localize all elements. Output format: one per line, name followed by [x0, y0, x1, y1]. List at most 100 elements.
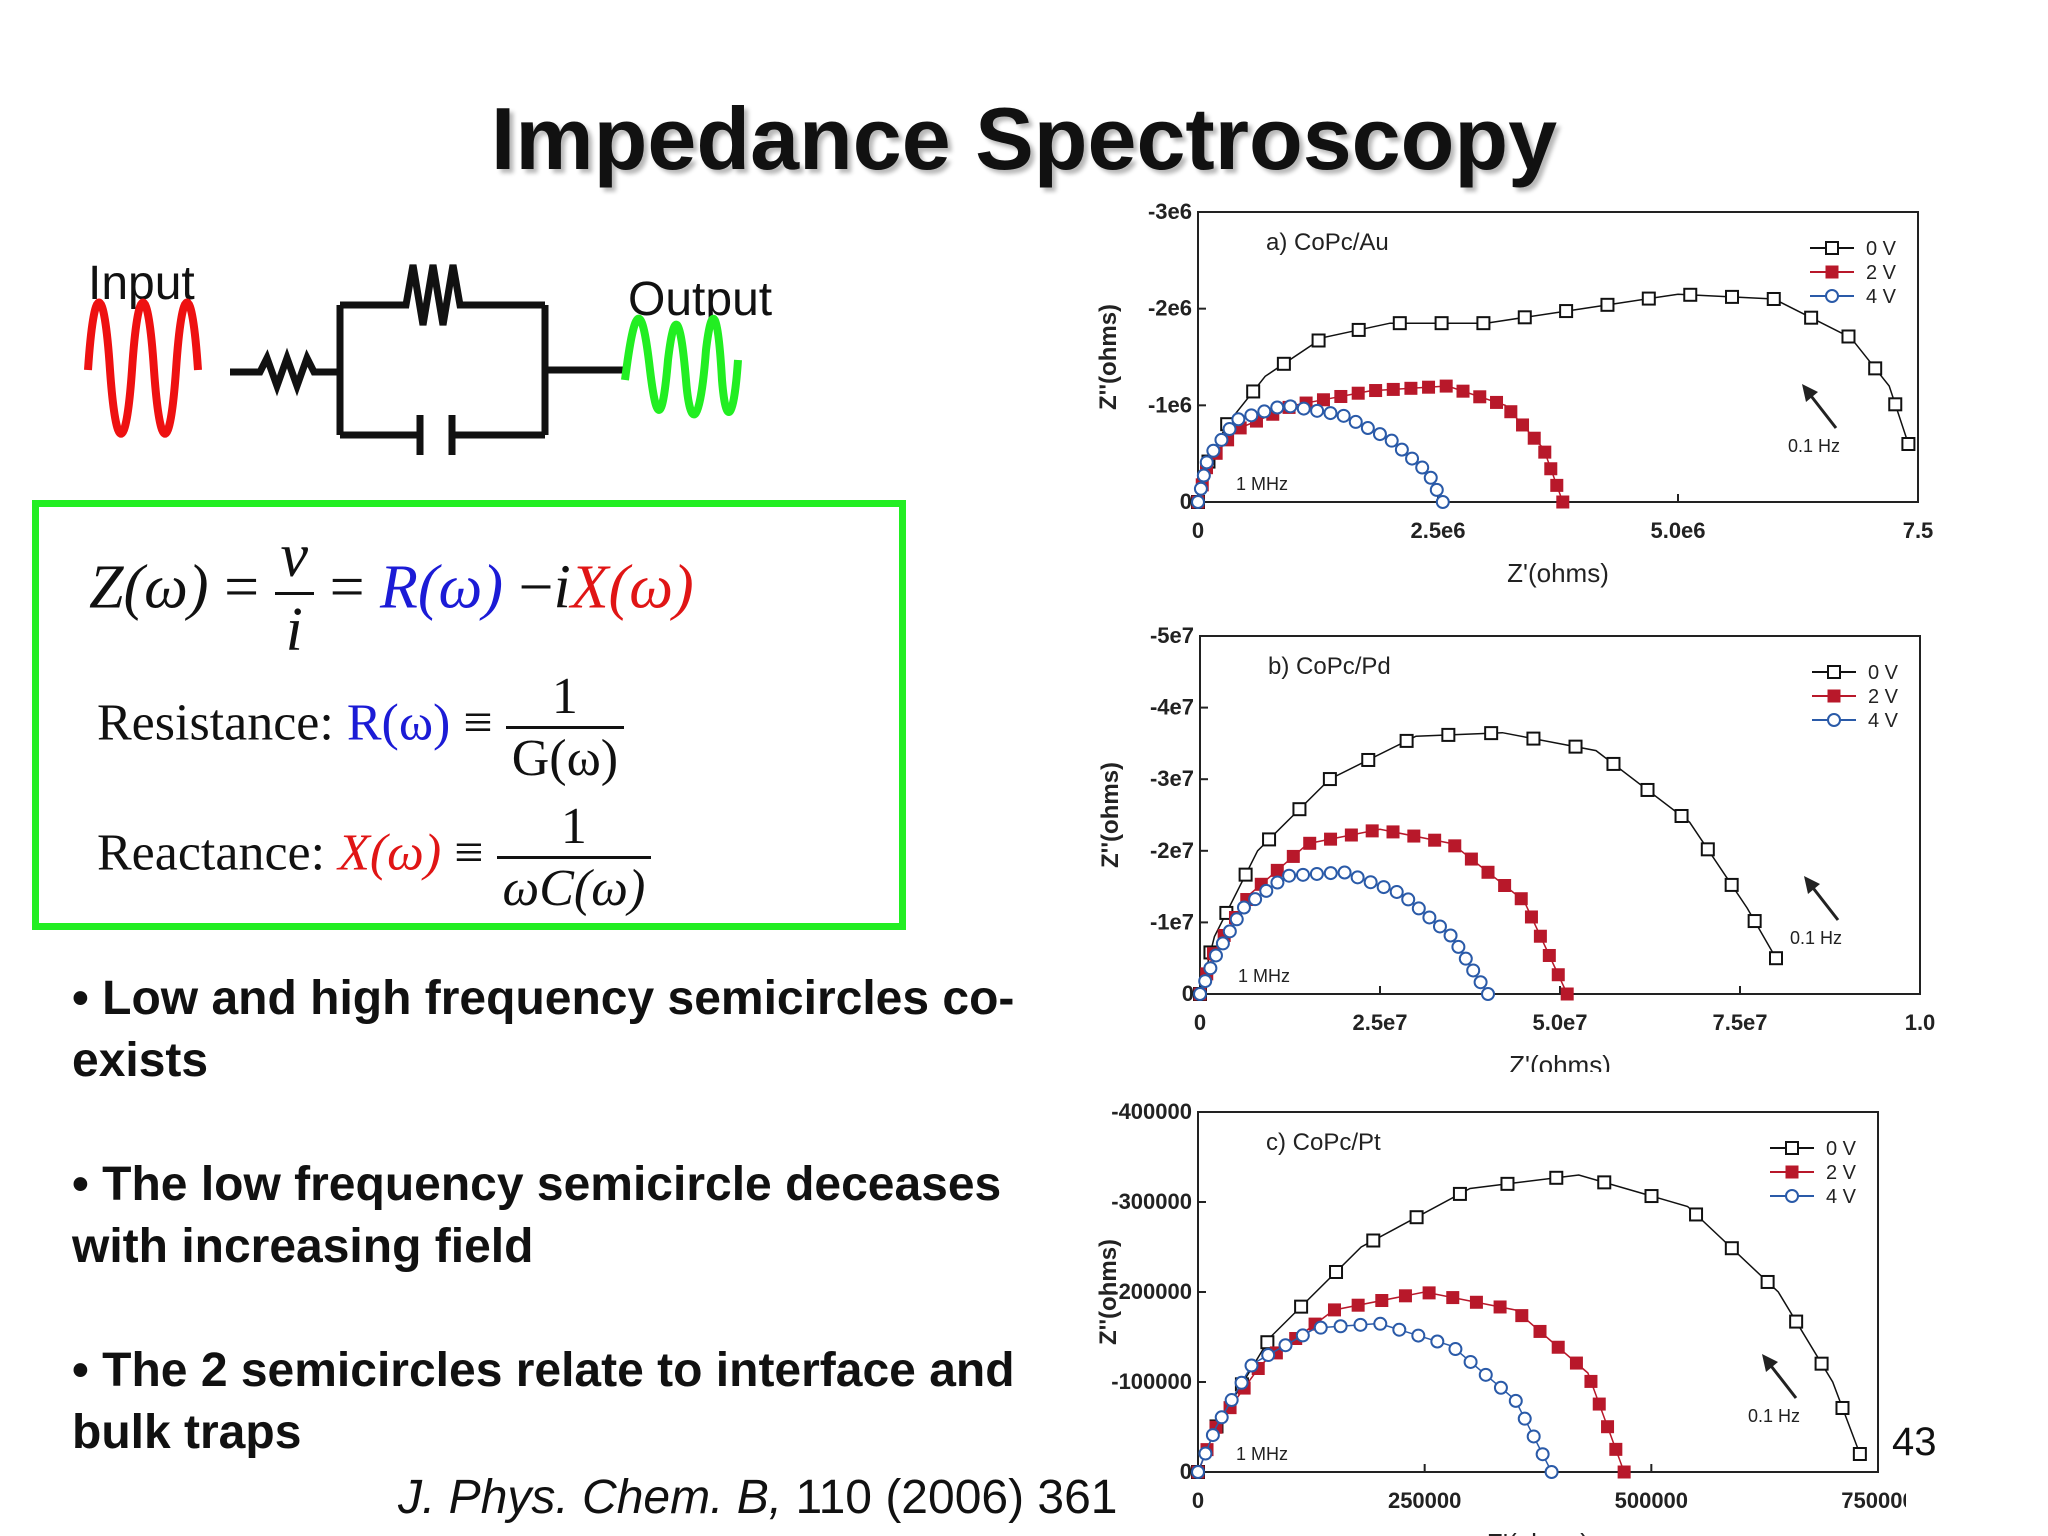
y-tick-label: -400000 [1111, 1099, 1192, 1124]
resistance-label: Resistance: [97, 694, 334, 752]
data-point [1443, 928, 1458, 943]
data-point [1222, 924, 1237, 939]
data-point [1549, 1170, 1564, 1185]
data-point [1559, 304, 1574, 319]
x-tick-label: 0 [1192, 1488, 1204, 1513]
fraction-denominator: i [274, 592, 315, 666]
data-point [1334, 389, 1348, 403]
output-label: Output [628, 273, 773, 326]
data-point [1283, 399, 1298, 414]
equiv-sign: ≡ [454, 824, 484, 882]
bullet-list: • Low and high frequency semicircles co-… [72, 968, 1032, 1526]
data-point [1439, 379, 1453, 393]
data-point [1569, 1356, 1583, 1370]
data-point [1469, 1295, 1483, 1309]
plot-frame [1197, 1111, 1879, 1473]
data-point [1198, 974, 1213, 989]
data-point [1329, 1264, 1344, 1279]
data-point [1463, 1354, 1478, 1369]
data-point [1514, 892, 1528, 906]
data-point [1392, 1322, 1407, 1337]
data-point [1827, 665, 1841, 679]
data-point [1389, 884, 1404, 899]
data-point [1422, 910, 1437, 925]
data-point [1399, 733, 1414, 748]
data-point [1244, 1358, 1259, 1373]
data-point [1214, 1410, 1229, 1425]
resistance-term: R(ω) [380, 553, 503, 622]
fraction-numerator: 1 [560, 798, 587, 855]
data-point [1517, 1411, 1532, 1426]
x-tick-label: 5.0e6 [1650, 518, 1705, 543]
data-point [1515, 1309, 1529, 1323]
data-point [1617, 1465, 1631, 1479]
nyquist-chart-au: 0 2.5e6 5.0e6 7.5 0 -1e6 -2e6 -3e6 Z'(ohms) Z''(o… [1095, 200, 1933, 588]
data-point [1259, 883, 1274, 898]
reactance-equation: Reactance: X(ω) ≡ 1 ωC(ω) [97, 797, 652, 918]
data-point [1827, 713, 1841, 727]
data-point [1278, 1338, 1293, 1353]
data-point [1224, 1393, 1239, 1408]
plot-frame [1199, 635, 1921, 995]
data-point [1464, 852, 1478, 866]
data-point [1760, 1274, 1775, 1289]
data-point [1441, 727, 1456, 742]
rc-circuit-diagram [84, 264, 742, 455]
data-point [1351, 322, 1366, 337]
data-point [1481, 865, 1495, 879]
input-sine-wave [84, 298, 202, 438]
y-tick-label: -1e6 [1148, 392, 1192, 417]
y-tick-label: -2e7 [1150, 838, 1194, 863]
resistance-fraction: 1 G(ω) [505, 667, 625, 788]
annotation-arrowhead [1762, 1354, 1778, 1372]
data-point [1533, 1324, 1547, 1338]
reactance-symbol: X(ω) [338, 824, 442, 882]
data-point [1311, 333, 1326, 348]
data-point [1394, 442, 1409, 457]
data-point [1544, 462, 1558, 476]
data-point [1476, 316, 1491, 331]
data-point [1295, 1328, 1310, 1343]
data-point [1538, 445, 1552, 459]
data-point [1456, 384, 1470, 398]
data-point [1888, 397, 1903, 412]
data-point [1222, 422, 1237, 437]
data-point [1473, 975, 1488, 990]
x-axis-label: Z'(ohms) [1509, 1050, 1611, 1072]
data-point [1365, 824, 1379, 838]
data-point [1337, 865, 1352, 880]
data-point [1270, 875, 1285, 890]
data-point [1386, 825, 1400, 839]
data-point [1481, 987, 1495, 1001]
nyquist-chart-pd: 0 2.5e7 5.0e7 7.5e7 1.0 0 -1e7 -2e7 -3e7 -4e7 -5e7… [1097, 623, 1935, 1072]
data-point [1644, 1189, 1659, 1204]
slide-title: Impedance Spectroscopy [490, 89, 1558, 188]
data-point [1231, 412, 1246, 427]
x-tick-label: 250000 [1388, 1488, 1461, 1513]
data-point [1868, 361, 1883, 376]
y-axis-label: Z''(ohms) [1097, 762, 1124, 868]
legend-label: 4 V [1826, 1186, 1857, 1208]
data-point [1429, 482, 1444, 497]
y-axis-label: Z''(ohms) [1095, 304, 1122, 410]
data-point [1198, 1446, 1213, 1461]
data-point [1841, 329, 1856, 344]
data-point [1229, 912, 1244, 927]
data-point [1246, 384, 1261, 399]
data-point [1551, 1340, 1565, 1354]
data-point [1415, 460, 1430, 475]
fraction-numerator: 1 [551, 668, 578, 725]
data-point [1333, 1319, 1348, 1334]
resistance-equation: Resistance: R(ω) ≡ 1 G(ω) [97, 667, 625, 788]
series-line [1199, 731, 1777, 995]
resistance-symbol: R(ω) [346, 694, 451, 752]
legend-label: 2 V [1866, 262, 1897, 284]
data-point [1835, 1400, 1850, 1415]
data-point [1542, 948, 1556, 962]
data-point [1769, 951, 1783, 966]
data-point [1351, 1298, 1365, 1312]
data-point [1516, 418, 1530, 432]
data-point [1294, 1299, 1309, 1314]
annotation-arrowhead [1802, 384, 1818, 402]
